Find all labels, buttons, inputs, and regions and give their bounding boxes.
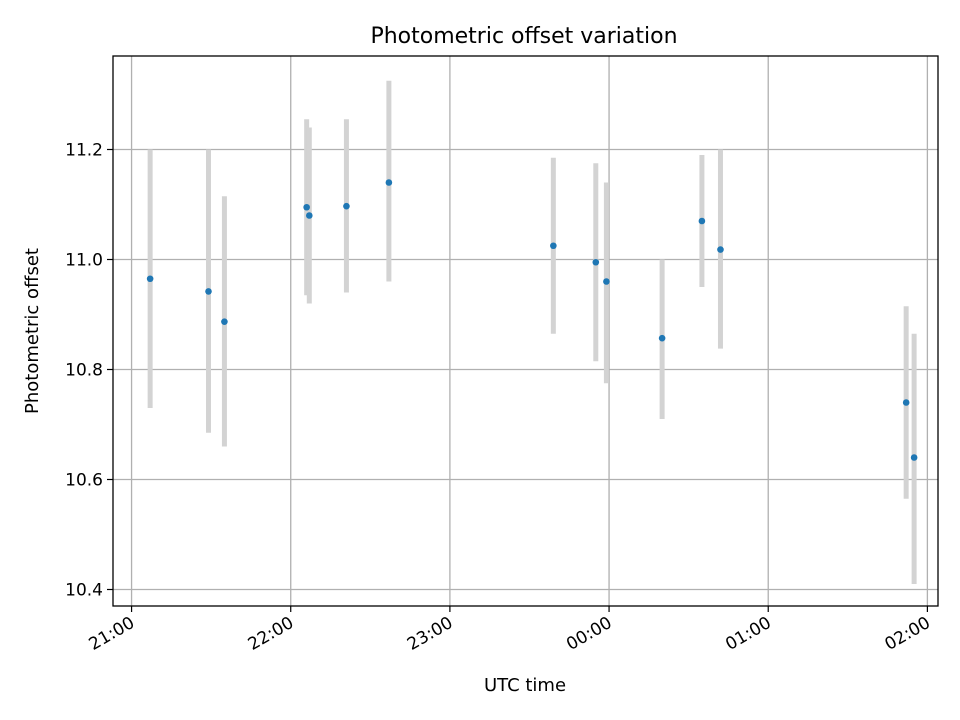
data-point <box>306 212 313 219</box>
data-point <box>592 258 600 266</box>
data-point <box>205 288 212 295</box>
data-point <box>603 278 610 285</box>
y-tick-label: 10.8 <box>65 361 103 381</box>
data-point <box>385 179 393 186</box>
plot-frame <box>112 55 939 607</box>
y-tick-label: 10.4 <box>65 581 103 601</box>
data-point <box>902 399 910 406</box>
grid <box>113 56 938 606</box>
data-point <box>146 275 154 283</box>
data-point <box>658 334 666 342</box>
y-axis-ticks: 10.4 10.6 10.8 11.0 11.2 <box>65 141 113 601</box>
data-point <box>221 318 228 325</box>
data-point <box>910 454 918 461</box>
data-points <box>146 179 918 461</box>
data-point <box>550 242 557 250</box>
data-point <box>717 246 724 253</box>
y-tick-label: 11.0 <box>65 251 103 271</box>
data-point <box>698 217 706 225</box>
x-axis-label: UTC time <box>484 675 566 696</box>
y-axis-label: Photometric offset <box>22 248 43 414</box>
y-tick-label: 10.6 <box>65 471 103 491</box>
data-point <box>303 203 310 211</box>
y-tick-label: 11.2 <box>65 141 103 161</box>
chart-title: Photometric offset variation <box>370 24 677 49</box>
data-point <box>343 202 350 210</box>
